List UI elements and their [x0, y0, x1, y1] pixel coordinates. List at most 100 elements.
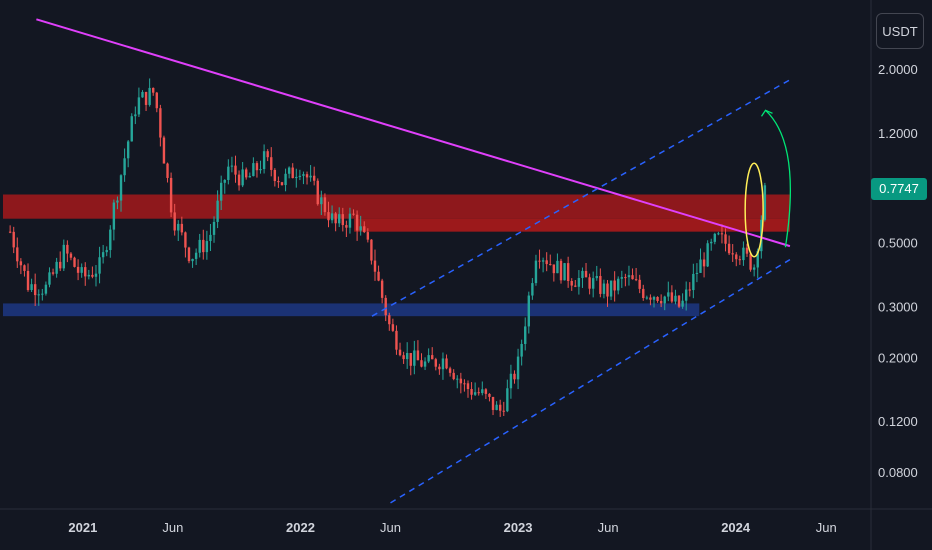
candle-body [473, 392, 477, 395]
candle-body [73, 257, 76, 267]
candle-body [266, 151, 269, 158]
candle-body [8, 231, 12, 233]
candle-body [516, 356, 520, 380]
candle-body [413, 350, 416, 366]
candle-body [334, 213, 337, 224]
candle-body [495, 404, 498, 410]
price-axis[interactable]: 3.00002.00001.20000.50000.30000.20000.12… [878, 11, 918, 480]
candle-body [169, 177, 173, 213]
candle-body [259, 169, 262, 171]
candle-body [48, 272, 51, 285]
candle-body [277, 181, 280, 183]
candle-body [148, 87, 151, 105]
candle-body [549, 264, 552, 266]
candle-body [456, 378, 459, 380]
candle-body [137, 97, 141, 115]
candle-body [26, 270, 30, 291]
candle-body [16, 247, 19, 262]
candle-body [488, 393, 491, 397]
candle-body [405, 353, 409, 360]
candle-body [466, 383, 470, 390]
candle-body [427, 355, 430, 362]
candle-body [348, 213, 352, 228]
candle-body [531, 283, 534, 296]
candle-body [613, 280, 616, 291]
candle-body [735, 254, 738, 260]
candle-body [599, 276, 602, 294]
candle-body [509, 373, 513, 389]
candle-body [506, 388, 509, 412]
candle-body [94, 273, 98, 277]
descending-trendline [36, 18, 791, 248]
candle-body [627, 275, 631, 278]
candle-body [377, 271, 380, 281]
candle-body [710, 241, 713, 244]
candle-body [216, 200, 219, 222]
time-axis[interactable]: 2021 Jun 2022 Jun 2023 Jun 2024 Jun [68, 520, 836, 535]
last-price-value: 0.7747 [879, 181, 919, 197]
support-zone [2, 303, 700, 317]
candle-body [688, 289, 691, 291]
candle-body [470, 389, 473, 395]
candle-body [631, 275, 634, 280]
candle-body [237, 174, 241, 186]
candle-body [720, 233, 724, 235]
candle-body [402, 355, 405, 360]
currency-button[interactable]: USDT [876, 13, 924, 49]
candle-body [355, 214, 359, 231]
candle-body [205, 241, 209, 253]
candle-body [255, 163, 259, 171]
candle-body [223, 179, 226, 183]
candle-body [298, 175, 302, 177]
candle-body [155, 92, 158, 109]
candle-body [241, 169, 244, 186]
candle-body [756, 251, 759, 268]
candle-body [538, 260, 541, 262]
candle-body [219, 182, 223, 201]
price-tick-label: 1.2000 [878, 126, 918, 141]
candle-body [391, 324, 395, 331]
candle-body [416, 350, 420, 361]
candle-body [320, 197, 323, 205]
candle-body [541, 260, 545, 262]
candle-body [280, 182, 284, 186]
candle-body [652, 296, 656, 300]
candle-body [663, 296, 666, 304]
candle-body [423, 361, 427, 367]
candle-body [441, 358, 445, 370]
candle-body [502, 410, 505, 412]
candle-body [563, 263, 566, 281]
candle-body [62, 244, 65, 269]
candle-body [695, 272, 699, 274]
price-tick-label: 0.0800 [878, 465, 918, 480]
price-tick-label: 0.2000 [878, 350, 918, 365]
candle-body [574, 285, 577, 287]
candle-body [116, 200, 119, 203]
candle-body [234, 165, 237, 175]
candle-body [209, 234, 212, 242]
candle-body [699, 259, 702, 273]
candle-body [327, 212, 330, 221]
candle-body [566, 263, 570, 281]
candle-body [634, 279, 638, 281]
time-tick-label: Jun [598, 520, 619, 535]
candle-body [677, 295, 681, 307]
candle-body [624, 277, 627, 279]
candle-body [295, 176, 298, 179]
time-tick-label: 2024 [721, 520, 751, 535]
candle-body [684, 289, 688, 301]
candle-body [577, 277, 581, 287]
time-tick-label: Jun [816, 520, 837, 535]
candle-body [312, 175, 316, 181]
candle-body [366, 232, 370, 240]
candle-body [620, 277, 624, 279]
candle-body [273, 169, 277, 182]
candle-body [87, 274, 91, 277]
candle-body [55, 261, 58, 274]
candle-body [498, 404, 502, 411]
candle-body [101, 252, 105, 258]
candle-body [591, 278, 595, 289]
candle-body [177, 223, 180, 231]
